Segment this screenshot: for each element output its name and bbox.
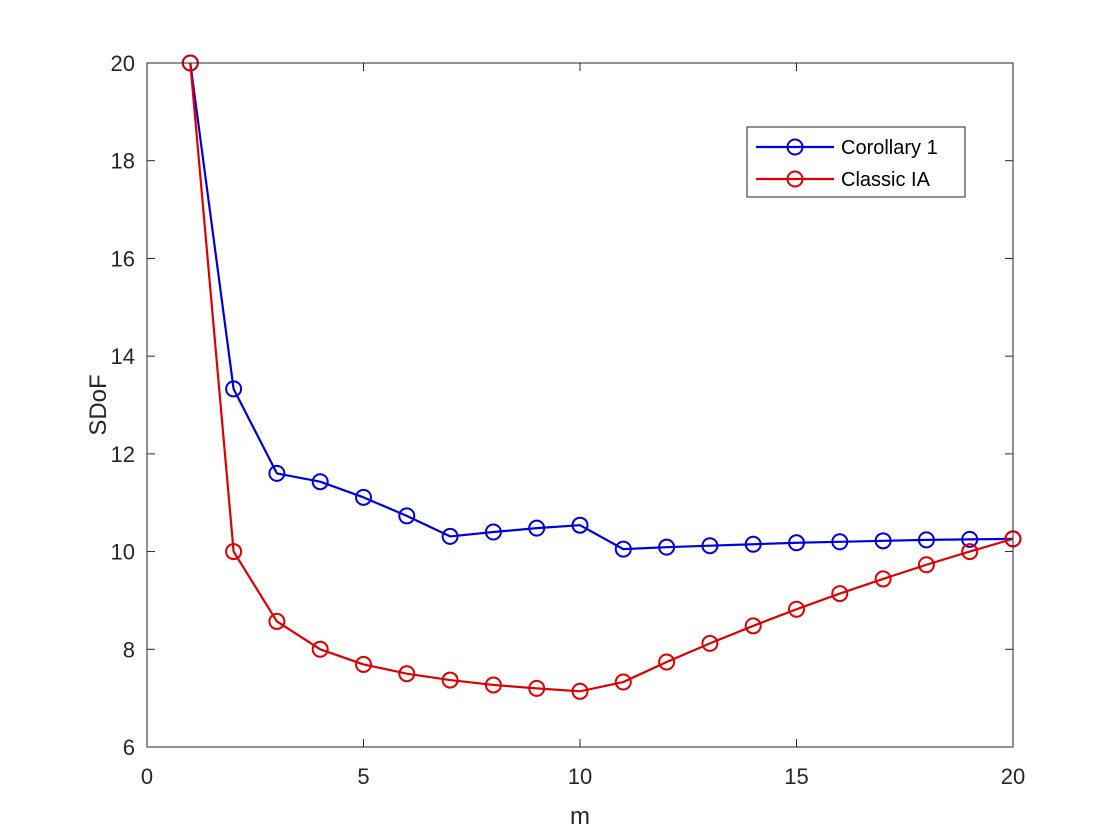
- x-axis: 0 5 10 15 20: [141, 63, 1025, 789]
- data-point: [744, 617, 762, 635]
- data-point: [744, 535, 762, 553]
- data-point: [528, 679, 546, 697]
- data-point: [484, 523, 502, 541]
- data-point: [961, 530, 979, 548]
- x-axis-label: m: [570, 803, 590, 830]
- data-point: [225, 380, 243, 398]
- legend-swatch-marker: [786, 138, 804, 156]
- data-point: [441, 527, 459, 545]
- data-point: [917, 556, 935, 574]
- legend-label: Classic IA: [841, 169, 931, 191]
- y-tick-label: 18: [111, 149, 135, 174]
- x-tick-label: 20: [1001, 764, 1025, 789]
- y-axis: 6 8 10 12 14 16 18 20: [111, 51, 1013, 760]
- data-point: [484, 676, 502, 694]
- data-point: [961, 543, 979, 561]
- legend: Corollary 1 Classic IA: [746, 126, 966, 198]
- chart-marks: [181, 54, 1022, 700]
- data-point: [528, 519, 546, 537]
- y-tick-label: 8: [123, 637, 135, 662]
- data-point: [874, 532, 892, 550]
- data-point: [311, 640, 329, 658]
- x-tick-label: 15: [784, 764, 808, 789]
- data-point: [874, 570, 892, 588]
- data-point: [441, 671, 459, 689]
- data-point: [831, 585, 849, 603]
- y-tick-label: 10: [111, 540, 135, 565]
- data-point: [398, 665, 416, 683]
- y-axis-label: SDoF: [85, 374, 112, 435]
- y-tick-label: 20: [111, 51, 135, 76]
- data-point: [701, 537, 719, 555]
- x-tick-label: 5: [357, 764, 369, 789]
- y-tick-label: 6: [123, 735, 135, 760]
- legend-box: [746, 126, 966, 198]
- data-point: [268, 612, 286, 630]
- data-point: [571, 682, 589, 700]
- data-point: [614, 540, 632, 558]
- data-point: [658, 538, 676, 556]
- y-tick-label: 16: [111, 246, 135, 271]
- y-tick-label: 14: [111, 344, 135, 369]
- data-point: [355, 488, 372, 506]
- legend-label: Corollary 1: [841, 137, 938, 159]
- data-point: [571, 516, 589, 534]
- data-point: [788, 534, 805, 552]
- data-point: [268, 464, 286, 482]
- series-1: [181, 54, 1022, 700]
- data-point: [701, 634, 719, 652]
- legend-swatch-marker: [786, 170, 804, 188]
- data-point: [311, 473, 329, 491]
- data-point: [398, 507, 416, 525]
- x-tick-label: 0: [141, 764, 153, 789]
- data-point: [788, 600, 805, 618]
- data-point: [917, 531, 935, 549]
- legend-items: Corollary 1 Classic IA: [756, 137, 938, 191]
- x-tick-label: 10: [568, 764, 592, 789]
- y-tick-label: 12: [111, 442, 135, 467]
- data-point: [225, 543, 243, 561]
- data-point: [831, 533, 849, 551]
- data-point: [658, 653, 676, 671]
- data-point: [614, 673, 632, 691]
- data-point: [355, 655, 372, 673]
